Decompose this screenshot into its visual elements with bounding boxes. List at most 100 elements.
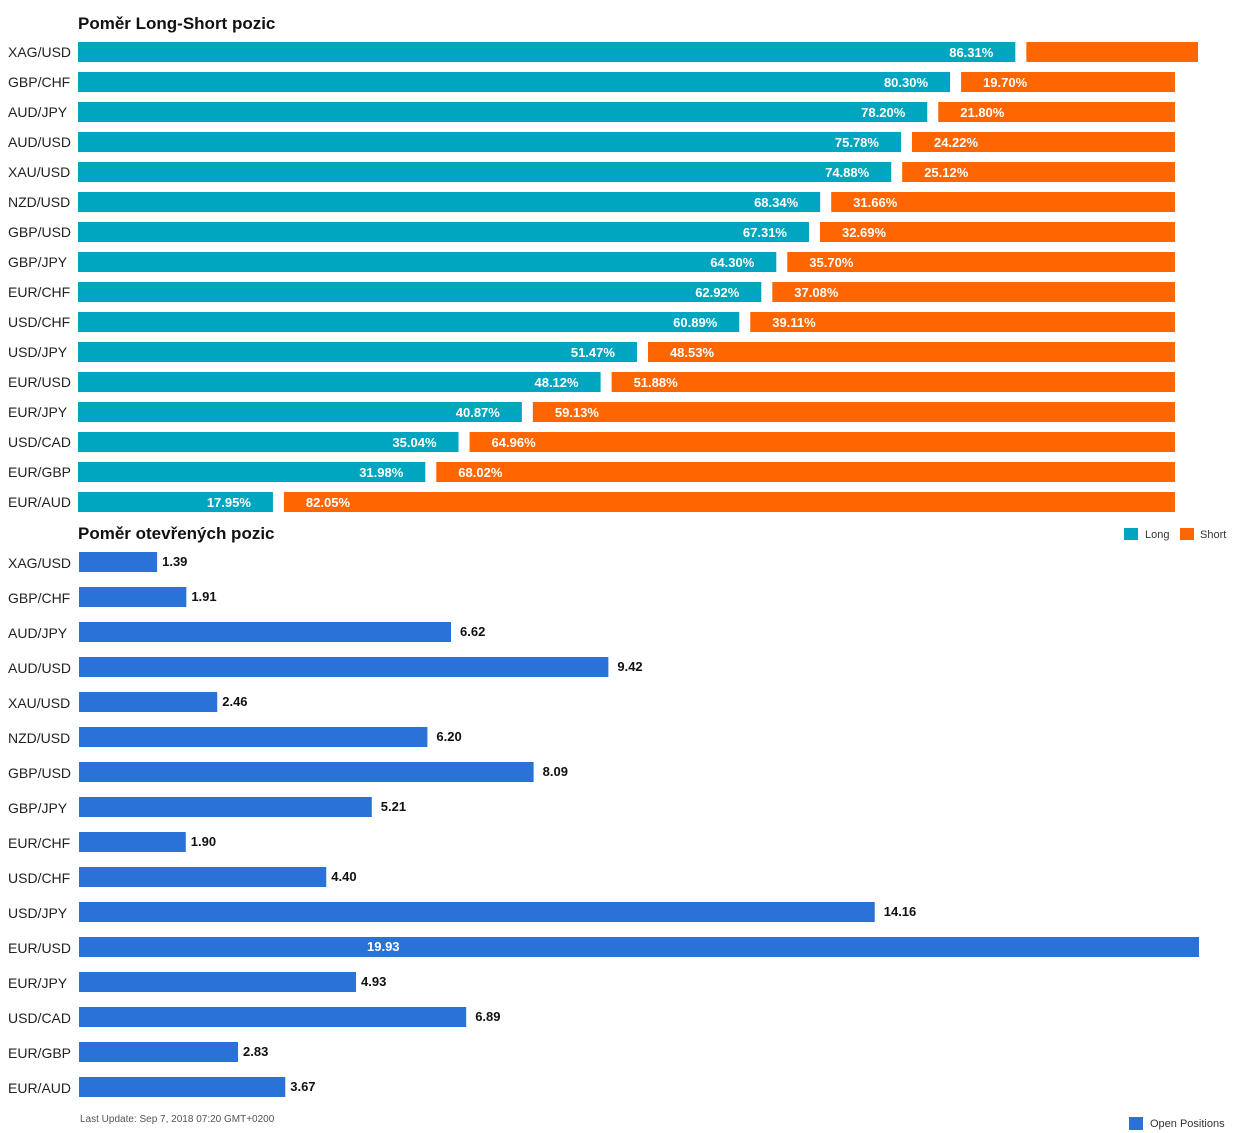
short-value-eur-jpy: 59.13% [555,405,600,420]
open-positions-value-aud-usd: 9.42 [617,659,642,674]
long-bar-gbp-usd [78,222,809,242]
category-label-aud-jpy: AUD/JPY [8,625,68,641]
short-value-usd-cad: 64.96% [492,435,537,450]
short-value-gbp-jpy: 35.70% [809,255,854,270]
category-label-eur-aud: EUR/AUD [8,1080,71,1096]
short-bar-xau-usd [902,162,1175,182]
long-short-legend: Long Short [1124,528,1226,541]
long-bar-aud-jpy [78,102,928,122]
category-label-xag-usd: XAG/USD [8,555,71,571]
category-label-gbp-usd: GBP/USD [8,765,71,781]
category-label-eur-jpy: EUR/JPY [8,975,68,991]
long-bar-eur-chf [78,282,762,302]
open-positions-bar-gbp-chf [79,587,187,607]
short-value-nzd-usd: 31.66% [853,195,898,210]
legend-short-swatch [1180,528,1194,540]
long-value-aud-usd: 75.78% [835,135,880,150]
category-label-eur-chf: EUR/CHF [8,284,70,300]
open-positions-bar-gbp-usd [79,762,534,782]
open-positions-value-usd-chf: 4.40 [331,869,356,884]
category-label-usd-chf: USD/CHF [8,314,70,330]
open-positions-bar-usd-cad [79,1007,467,1027]
open-positions-title: Poměr otevřených pozic [78,524,275,543]
category-label-aud-jpy: AUD/JPY [8,104,68,120]
long-value-gbp-chf: 80.30% [884,75,929,90]
long-value-usd-jpy: 51.47% [571,345,616,360]
category-label-gbp-chf: GBP/CHF [8,590,70,606]
long-value-xau-usd: 74.88% [825,165,870,180]
long-bar-eur-jpy [78,402,522,422]
category-label-eur-gbp: EUR/GBP [8,464,71,480]
open-positions-bar-xag-usd [79,552,158,572]
open-positions-value-gbp-chf: 1.91 [191,589,216,604]
short-bar-eur-chf [772,282,1175,302]
short-bar-gbp-chf [961,72,1175,92]
open-positions-bar-usd-jpy [79,902,875,922]
short-bar-eur-gbp [436,462,1175,482]
legend-open-positions-swatch [1129,1117,1143,1130]
short-bar-eur-jpy [532,402,1175,422]
category-label-eur-usd: EUR/USD [8,374,71,390]
long-bar-xag-usd [78,42,1016,62]
category-label-usd-jpy: USD/JPY [8,905,68,921]
long-bar-xau-usd [78,162,892,182]
long-value-gbp-jpy: 64.30% [710,255,755,270]
long-bar-eur-gbp [78,462,426,482]
short-value-usd-jpy: 48.53% [670,345,715,360]
open-positions-bar-usd-chf [79,867,327,887]
long-bar-nzd-usd [78,192,821,212]
short-bar-eur-aud [283,492,1175,512]
long-value-eur-aud: 17.95% [207,495,252,510]
legend-long-swatch [1124,528,1138,540]
long-bar-usd-chf [78,312,740,332]
long-bar-gbp-jpy [78,252,777,272]
open-positions-value-xau-usd: 2.46 [222,694,247,709]
long-bar-aud-usd [78,132,901,152]
long-value-eur-chf: 62.92% [695,285,740,300]
category-label-eur-chf: EUR/CHF [8,835,70,851]
open-positions-value-usd-cad: 6.89 [475,1009,500,1024]
open-positions-bar-eur-chf [79,832,186,852]
short-bar-gbp-jpy [787,252,1175,272]
category-label-gbp-usd: GBP/USD [8,224,71,240]
legend-short-label: Short [1200,529,1226,541]
short-value-gbp-chf: 19.70% [983,75,1028,90]
long-bar-usd-cad [78,432,459,452]
category-label-eur-jpy: EUR/JPY [8,404,68,420]
short-value-eur-usd: 51.88% [634,375,679,390]
category-label-usd-cad: USD/CAD [8,434,71,450]
category-label-usd-cad: USD/CAD [8,1010,71,1026]
open-positions-value-eur-chf: 1.90 [191,834,216,849]
open-positions-bar-xau-usd [79,692,218,712]
short-value-aud-jpy: 21.80% [960,105,1005,120]
short-value-eur-chf: 37.08% [794,285,839,300]
short-bar-usd-chf [750,312,1175,332]
open-positions-bar-eur-jpy [79,972,357,992]
open-positions-value-eur-jpy: 4.93 [361,974,386,989]
open-positions-bar-aud-jpy [79,622,452,642]
open-positions-bar-gbp-jpy [79,797,372,817]
short-bar-xag-usd [1026,42,1198,62]
long-bar-eur-usd [78,372,601,392]
category-label-eur-usd: EUR/USD [8,940,71,956]
category-label-nzd-usd: NZD/USD [8,194,70,210]
category-label-usd-chf: USD/CHF [8,870,70,886]
legend-open-positions-label: Open Positions [1150,1118,1225,1130]
category-label-xag-usd: XAG/USD [8,44,71,60]
short-value-eur-aud: 82.05% [306,495,351,510]
long-short-title: Poměr Long-Short pozic [78,14,275,33]
last-update-text: Last Update: Sep 7, 2018 07:20 GMT+0200 [80,1114,275,1125]
open-positions-value-xag-usd: 1.39 [162,554,187,569]
short-value-gbp-usd: 32.69% [842,225,887,240]
open-positions-bar-eur-usd [79,937,1199,957]
short-bar-gbp-usd [819,222,1175,242]
short-value-aud-usd: 24.22% [934,135,979,150]
short-bar-aud-usd [911,132,1175,152]
long-value-gbp-usd: 67.31% [743,225,788,240]
category-label-gbp-jpy: GBP/JPY [8,800,68,816]
category-label-xau-usd: XAU/USD [8,695,70,711]
long-value-xag-usd: 86.31% [949,45,994,60]
long-value-eur-jpy: 40.87% [456,405,501,420]
open-positions-bar-nzd-usd [79,727,428,747]
